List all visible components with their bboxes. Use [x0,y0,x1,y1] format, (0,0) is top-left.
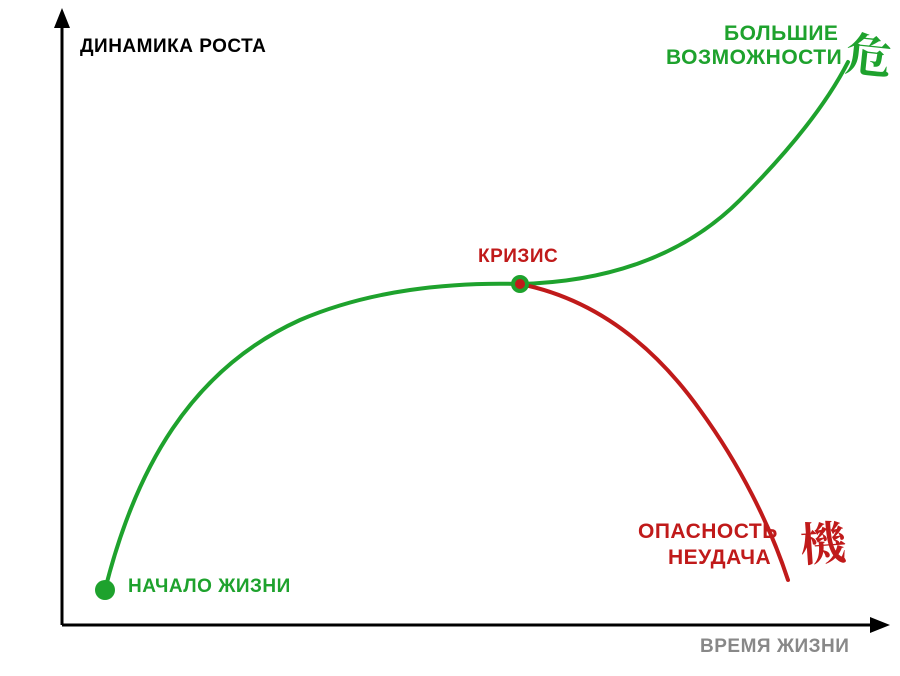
start-label: НАЧАЛО ЖИЗНИ [128,576,291,598]
x-axis-arrow [870,617,890,633]
y-axis-label: ДИНАМИКА РОСТА [80,36,266,58]
curve-green-rise [105,62,848,590]
marker-start [95,580,115,600]
x-axis-label: ВРЕМЯ ЖИЗНИ [700,636,849,658]
opportunity-label-1: БОЛЬШИЕ [724,22,838,46]
chart-stage: ДИНАМИКА РОСТА ВРЕМЯ ЖИЗНИ НАЧАЛО ЖИЗНИ … [0,0,900,676]
glyph-opportunity-icon: 機 [798,506,848,575]
marker-crisis-inner [515,279,525,289]
crisis-label: КРИЗИС [478,246,558,268]
opportunity-label-2: ВОЗМОЖНОСТИ [666,46,842,70]
danger-label-1: ОПАСНОСТЬ [638,520,778,544]
chart-svg [0,0,900,676]
glyph-danger-icon: 危 [843,18,896,88]
y-axis-arrow [54,8,70,28]
danger-label-2: НЕУДАЧА [668,546,771,570]
